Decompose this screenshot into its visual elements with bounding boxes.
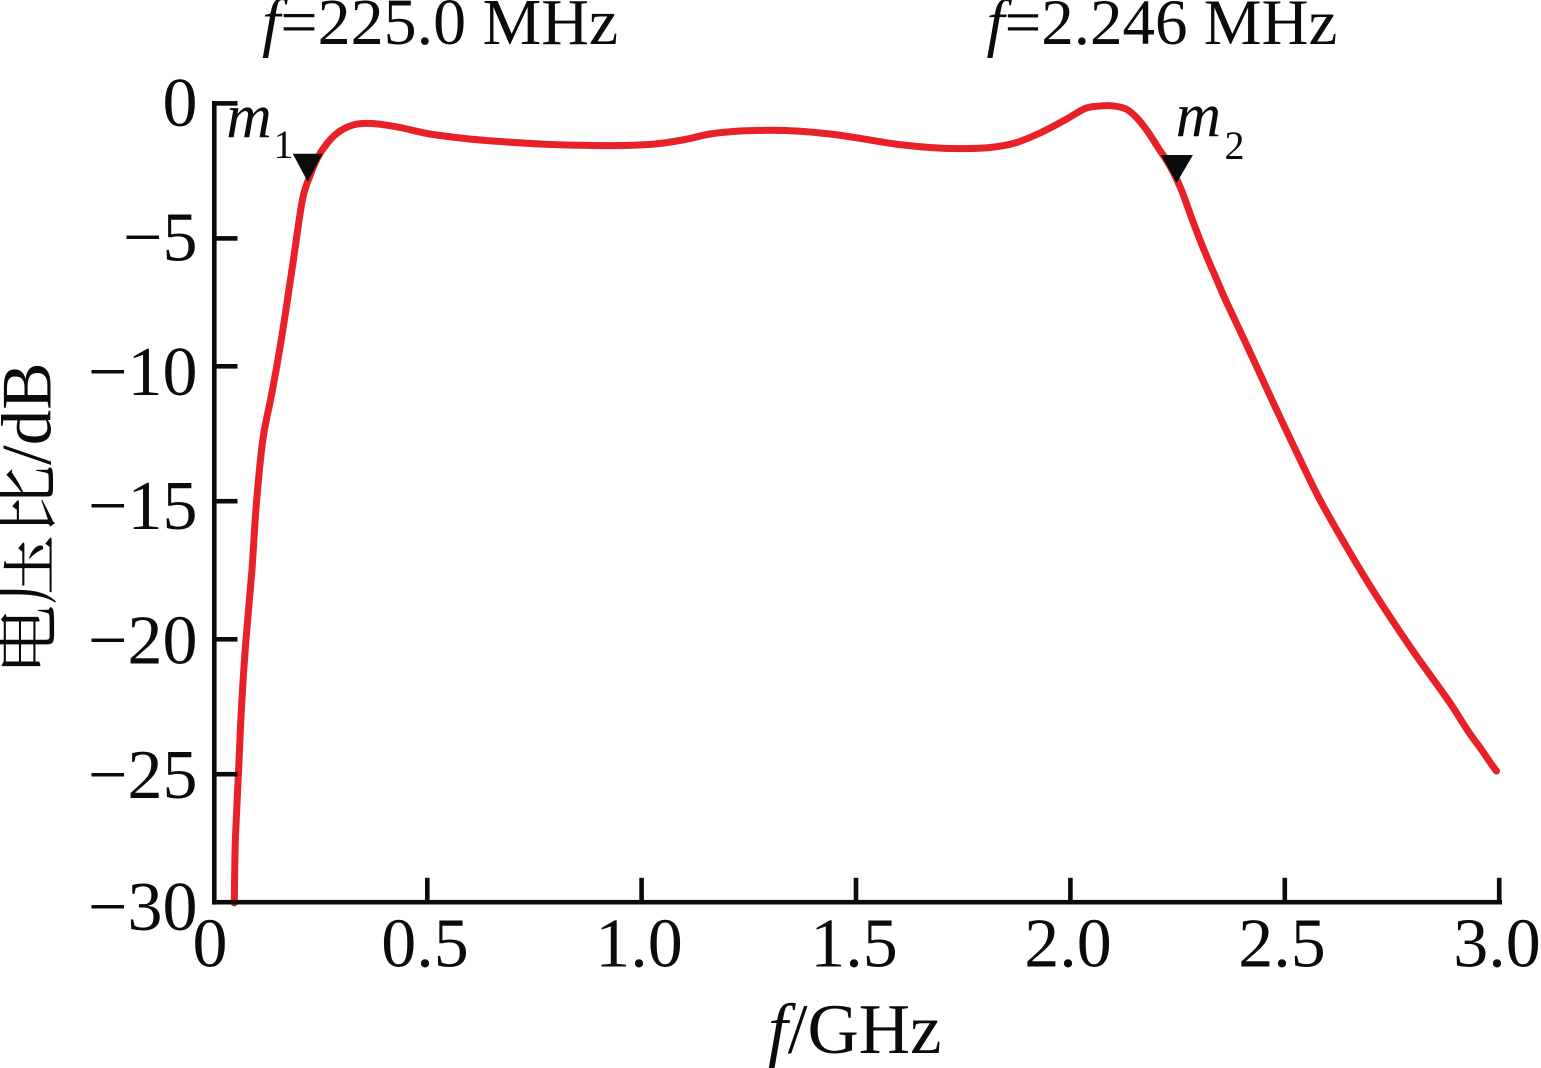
svg-text:m: m: [226, 81, 272, 151]
svg-text:−25: −25: [88, 737, 197, 814]
svg-text:f/GHz: f/GHz: [768, 991, 942, 1068]
svg-text:f=2.246 MHz: f=2.246 MHz: [987, 0, 1338, 59]
svg-text:2.0: 2.0: [1024, 906, 1112, 983]
svg-text:0.5: 0.5: [381, 906, 469, 983]
svg-text:3.0: 3.0: [1453, 906, 1541, 983]
svg-text:1.0: 1.0: [595, 906, 683, 983]
svg-text:0: 0: [193, 906, 228, 983]
svg-text:2: 2: [1225, 123, 1245, 168]
svg-text:−20: −20: [88, 603, 197, 680]
svg-text:f=225.0 MHz: f=225.0 MHz: [262, 0, 618, 59]
svg-text:−30: −30: [88, 869, 197, 946]
svg-text:−10: −10: [88, 334, 197, 411]
svg-text:m: m: [1176, 81, 1222, 151]
svg-text:0: 0: [163, 65, 198, 142]
svg-text:2.5: 2.5: [1238, 906, 1326, 983]
svg-text:/dB: /dB: [0, 362, 67, 465]
svg-text:1.5: 1.5: [810, 906, 898, 983]
svg-text:1: 1: [274, 122, 294, 167]
svg-text:−5: −5: [123, 200, 197, 277]
svg-text:−15: −15: [88, 468, 197, 545]
